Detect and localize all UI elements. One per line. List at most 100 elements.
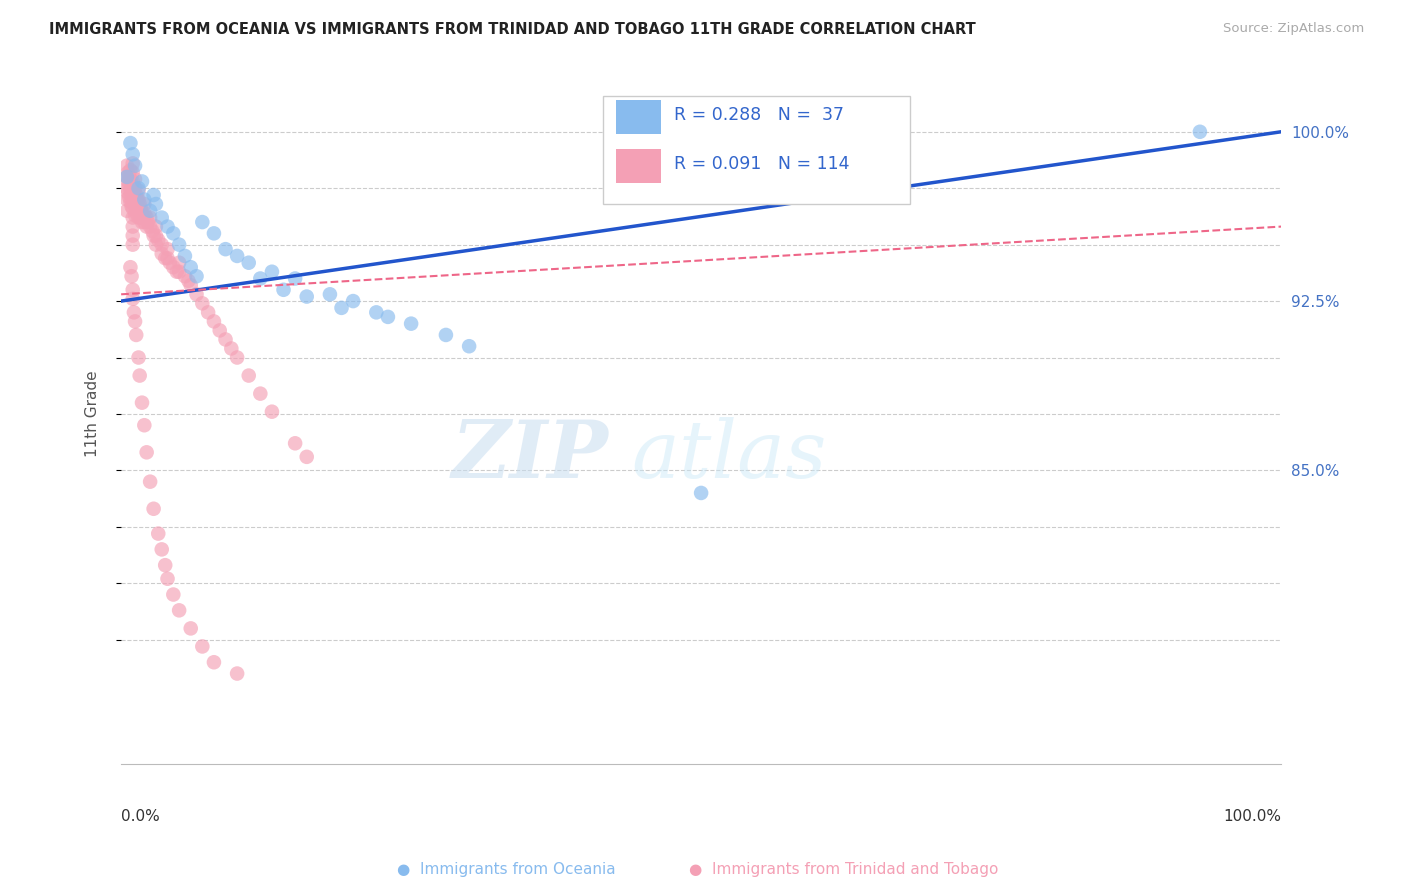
Text: atlas: atlas [631, 417, 827, 495]
Point [118, 169, 141, 184]
Point [124, 159, 146, 173]
Point [135, 219, 157, 234]
Point [131, 215, 153, 229]
Point [145, 219, 167, 234]
Point [238, 256, 260, 270]
Point [117, 174, 139, 188]
Text: 0.0%: 0.0% [121, 809, 160, 824]
Point [174, 269, 197, 284]
Point [142, 228, 165, 243]
Point [155, 558, 177, 573]
Point [124, 172, 146, 186]
Point [162, 588, 184, 602]
Point [156, 242, 179, 256]
Point [226, 351, 249, 365]
Point [167, 237, 190, 252]
Point [145, 228, 167, 243]
Point [295, 289, 318, 303]
Text: ZIP: ZIP [451, 417, 609, 495]
Point [167, 256, 190, 270]
Point [150, 211, 173, 225]
Point [121, 177, 143, 191]
Point [128, 184, 150, 198]
Point [128, 351, 150, 365]
FancyBboxPatch shape [616, 150, 661, 183]
Point [134, 215, 156, 229]
Point [139, 475, 162, 489]
Point [180, 278, 202, 293]
Point [139, 203, 162, 218]
Point [121, 199, 143, 213]
Point [162, 227, 184, 241]
Point [284, 271, 307, 285]
Point [167, 603, 190, 617]
Point [260, 405, 283, 419]
Point [191, 640, 214, 654]
Point [134, 206, 156, 220]
Text: IMMIGRANTS FROM OCEANIA VS IMMIGRANTS FROM TRINIDAD AND TOBAGO 11TH GRADE CORREL: IMMIGRANTS FROM OCEANIA VS IMMIGRANTS FR… [49, 22, 976, 37]
Point [124, 314, 146, 328]
Point [197, 305, 219, 319]
Point [115, 193, 138, 207]
Point [118, 178, 141, 193]
Point [180, 260, 202, 275]
Point [260, 265, 283, 279]
Point [191, 296, 214, 310]
Point [399, 317, 422, 331]
Point [221, 342, 243, 356]
Point [249, 386, 271, 401]
Point [214, 333, 236, 347]
Point [121, 237, 143, 252]
Point [156, 572, 179, 586]
Point [342, 294, 364, 309]
Y-axis label: 11th Grade: 11th Grade [86, 371, 100, 458]
Point [295, 450, 318, 464]
Point [155, 251, 177, 265]
Point [134, 193, 156, 207]
Point [128, 206, 150, 220]
Point [121, 156, 143, 170]
Point [125, 188, 148, 202]
Point [115, 169, 138, 184]
Point [330, 301, 353, 315]
Point [174, 249, 197, 263]
Point [366, 305, 388, 319]
Point [690, 486, 713, 500]
Point [118, 190, 141, 204]
Point [186, 287, 208, 301]
Point [120, 194, 142, 209]
Point [131, 174, 153, 188]
Point [284, 436, 307, 450]
Point [128, 211, 150, 225]
Point [127, 202, 149, 216]
Point [120, 184, 142, 198]
Point [226, 249, 249, 263]
Point [127, 193, 149, 207]
Point [121, 193, 143, 207]
Point [128, 368, 150, 383]
Point [136, 215, 159, 229]
Point [142, 501, 165, 516]
Point [121, 174, 143, 188]
Point [135, 445, 157, 459]
Point [273, 283, 295, 297]
Point [121, 188, 143, 202]
Point [115, 159, 138, 173]
Point [202, 314, 225, 328]
Text: Source: ZipAtlas.com: Source: ZipAtlas.com [1223, 22, 1364, 36]
Point [145, 237, 167, 252]
Point [180, 621, 202, 635]
Point [139, 211, 162, 225]
Text: R = 0.288   N =  37: R = 0.288 N = 37 [675, 106, 845, 124]
Point [167, 265, 190, 279]
Point [434, 327, 457, 342]
Point [129, 211, 152, 225]
Point [120, 136, 142, 150]
Point [135, 211, 157, 225]
Point [115, 181, 138, 195]
Text: R = 0.091   N = 114: R = 0.091 N = 114 [675, 155, 851, 173]
FancyBboxPatch shape [616, 101, 661, 134]
Point [120, 163, 142, 178]
Point [128, 197, 150, 211]
Point [202, 655, 225, 669]
